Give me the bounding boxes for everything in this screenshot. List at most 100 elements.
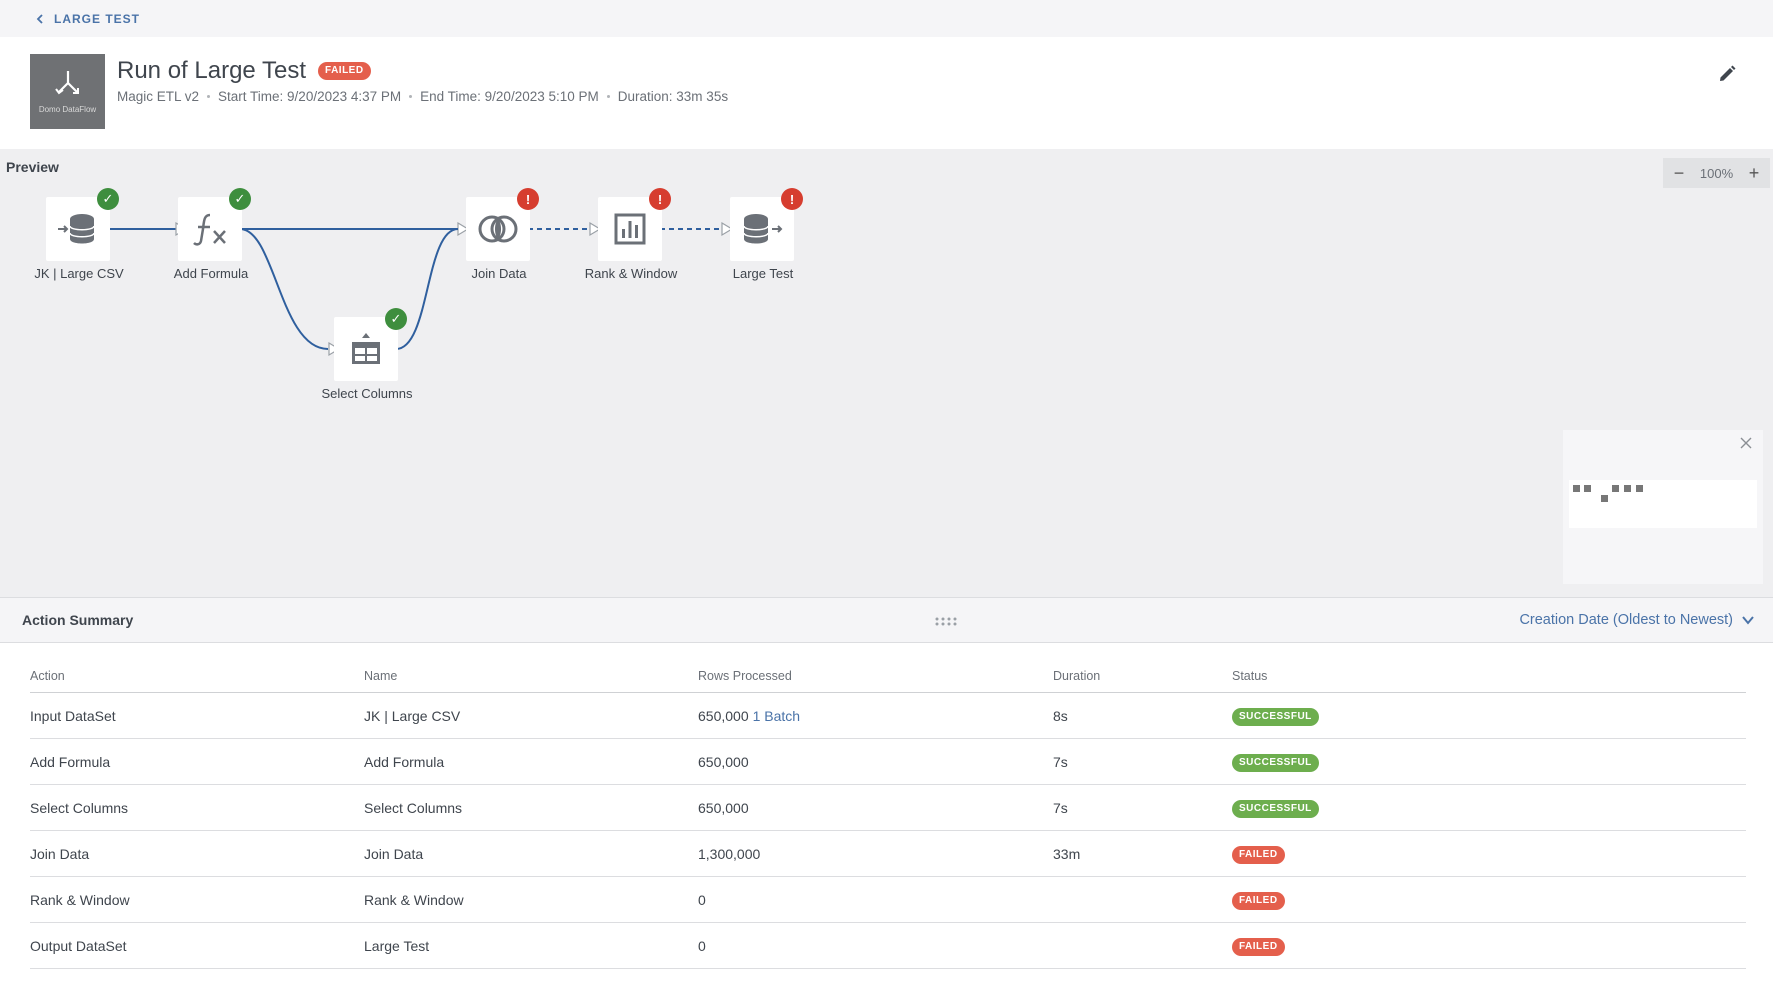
output-dataset-icon xyxy=(743,214,783,244)
status-badge: SUCCESSFUL xyxy=(1232,799,1319,818)
cell-action: Select Columns xyxy=(30,799,129,816)
zoom-control: − 100% + xyxy=(1663,158,1770,188)
cell-duration: 33m xyxy=(1053,845,1081,862)
cell-name: Select Columns xyxy=(364,799,463,816)
pencil-icon xyxy=(1720,65,1736,81)
table-row[interactable]: Add Formula Add Formula 650,000 7s SUCCE… xyxy=(30,739,1746,785)
node-status-ok-icon: ✓ xyxy=(229,188,251,210)
status-badge: SUCCESSFUL xyxy=(1232,707,1319,726)
table-header: Action Name Rows Processed Duration Stat… xyxy=(30,660,1746,693)
minimap-node xyxy=(1624,485,1631,492)
status-badge: FAILED xyxy=(1232,891,1285,910)
node-label: Add Formula xyxy=(173,266,249,281)
cell-rows: 650,000 xyxy=(698,753,749,770)
column-header-status[interactable]: Status xyxy=(1232,669,1268,683)
zoom-in-button[interactable]: + xyxy=(1748,163,1760,183)
end-time: End Time: 9/20/2023 5:10 PM xyxy=(420,89,599,104)
chevron-left-icon xyxy=(36,13,43,24)
page-title: Run of Large Test xyxy=(117,57,307,84)
dataflow-thumbnail: Domo DataFlow xyxy=(30,54,105,129)
drag-handle-icon[interactable] xyxy=(934,616,958,626)
node-input-dataset[interactable] xyxy=(46,197,110,261)
action-summary-table: Action Name Rows Processed Duration Stat… xyxy=(30,660,1746,969)
status-badge: FAILED xyxy=(1232,845,1285,864)
run-header: Domo DataFlow Run of Large Test FAILED M… xyxy=(0,37,1773,149)
table-row[interactable]: Output DataSet Large Test 0 FAILED xyxy=(30,923,1746,969)
cell-action: Input DataSet xyxy=(30,707,116,724)
start-time: Start Time: 9/20/2023 4:37 PM xyxy=(218,89,402,104)
cell-duration: 8s xyxy=(1053,707,1068,724)
minimap-node xyxy=(1601,495,1608,502)
cell-status: SUCCESSFUL xyxy=(1232,706,1746,726)
duration: Duration: 33m 35s xyxy=(617,89,729,104)
column-header-name[interactable]: Name xyxy=(364,669,398,683)
top-bar: LARGE TEST xyxy=(0,0,1773,37)
action-summary-title: Action Summary xyxy=(22,612,134,628)
node-add-formula[interactable] xyxy=(178,197,242,261)
close-icon[interactable] xyxy=(1739,436,1753,450)
table-row[interactable]: Rank & Window Rank & Window 0 FAILED xyxy=(30,877,1746,923)
node-status-error-icon: ! xyxy=(517,188,539,210)
sort-dropdown[interactable]: Creation Date (Oldest to Newest) xyxy=(1519,612,1755,628)
cell-status: FAILED xyxy=(1232,936,1746,956)
preview-label: Preview xyxy=(6,159,59,175)
node-status-ok-icon: ✓ xyxy=(385,308,407,330)
node-label: Select Columns xyxy=(321,386,413,401)
cell-name: JK | Large CSV xyxy=(364,707,461,724)
zoom-out-button[interactable]: − xyxy=(1673,163,1685,183)
column-header-rows[interactable]: Rows Processed xyxy=(698,669,792,683)
node-join-data[interactable] xyxy=(466,197,530,261)
status-badge: SUCCESSFUL xyxy=(1232,753,1319,772)
minimap-node xyxy=(1612,485,1619,492)
node-label: Rank & Window xyxy=(584,266,678,281)
cell-action: Join Data xyxy=(30,845,90,862)
cell-name: Add Formula xyxy=(364,753,445,770)
node-output-dataset[interactable] xyxy=(730,197,794,261)
column-header-action[interactable]: Action xyxy=(30,669,65,683)
breadcrumb-label: LARGE TEST xyxy=(54,11,141,26)
minimap-node xyxy=(1636,485,1643,492)
flow-canvas[interactable]: Preview − 100% + ✓ J xyxy=(0,149,1773,597)
separator-dot xyxy=(409,95,413,98)
node-label: Join Data xyxy=(471,266,527,281)
formula-icon xyxy=(193,213,226,246)
table-row[interactable]: Select Columns Select Columns 650,000 7s… xyxy=(30,785,1746,831)
cell-action: Add Formula xyxy=(30,753,111,770)
batch-link[interactable]: 1 Batch xyxy=(752,707,801,724)
sort-label: Creation Date (Oldest to Newest) xyxy=(1519,612,1733,628)
separator-dot xyxy=(606,95,610,98)
node-select-columns[interactable] xyxy=(334,317,398,381)
minimap[interactable] xyxy=(1563,430,1763,584)
separator-dot xyxy=(207,95,211,98)
breadcrumb-back-link[interactable]: LARGE TEST xyxy=(34,12,140,26)
cell-rows: 650,000 1 Batch xyxy=(698,708,1053,724)
minimap-viewport[interactable] xyxy=(1569,480,1757,528)
cell-status: SUCCESSFUL xyxy=(1232,798,1746,818)
cell-rows: 0 xyxy=(698,891,706,908)
run-meta: Magic ETL v2 Start Time: 9/20/2023 4:37 … xyxy=(117,89,728,104)
dataflow-icon xyxy=(54,71,79,95)
table-row[interactable]: Input DataSet JK | Large CSV 650,000 1 Ba… xyxy=(30,693,1746,739)
cell-name: Rank & Window xyxy=(364,891,464,908)
node-rank-window[interactable] xyxy=(598,197,662,261)
status-badge: FAILED xyxy=(1232,937,1285,956)
minimap-node xyxy=(1573,485,1580,492)
cell-rows: 650,000 xyxy=(698,799,749,816)
dataflow-type: Magic ETL v2 xyxy=(117,89,200,104)
edit-button[interactable] xyxy=(1712,59,1742,89)
node-status-error-icon: ! xyxy=(781,188,803,210)
status-badge: FAILED xyxy=(318,62,371,80)
input-dataset-icon xyxy=(58,214,95,244)
rows-value: 650,000 xyxy=(698,707,749,724)
rank-window-icon xyxy=(614,213,646,245)
cell-action: Output DataSet xyxy=(30,937,127,954)
cell-duration: 7s xyxy=(1053,799,1068,816)
cell-action: Rank & Window xyxy=(30,891,130,908)
zoom-level: 100% xyxy=(1699,165,1734,181)
node-label: Large Test xyxy=(732,266,794,281)
cell-status: FAILED xyxy=(1232,890,1746,910)
node-status-error-icon: ! xyxy=(649,188,671,210)
table-row[interactable]: Join Data Join Data 1,300,000 33m FAILED xyxy=(30,831,1746,877)
action-summary-bar: Action Summary Creation Date (Oldest to … xyxy=(0,597,1773,643)
column-header-duration[interactable]: Duration xyxy=(1053,669,1101,683)
